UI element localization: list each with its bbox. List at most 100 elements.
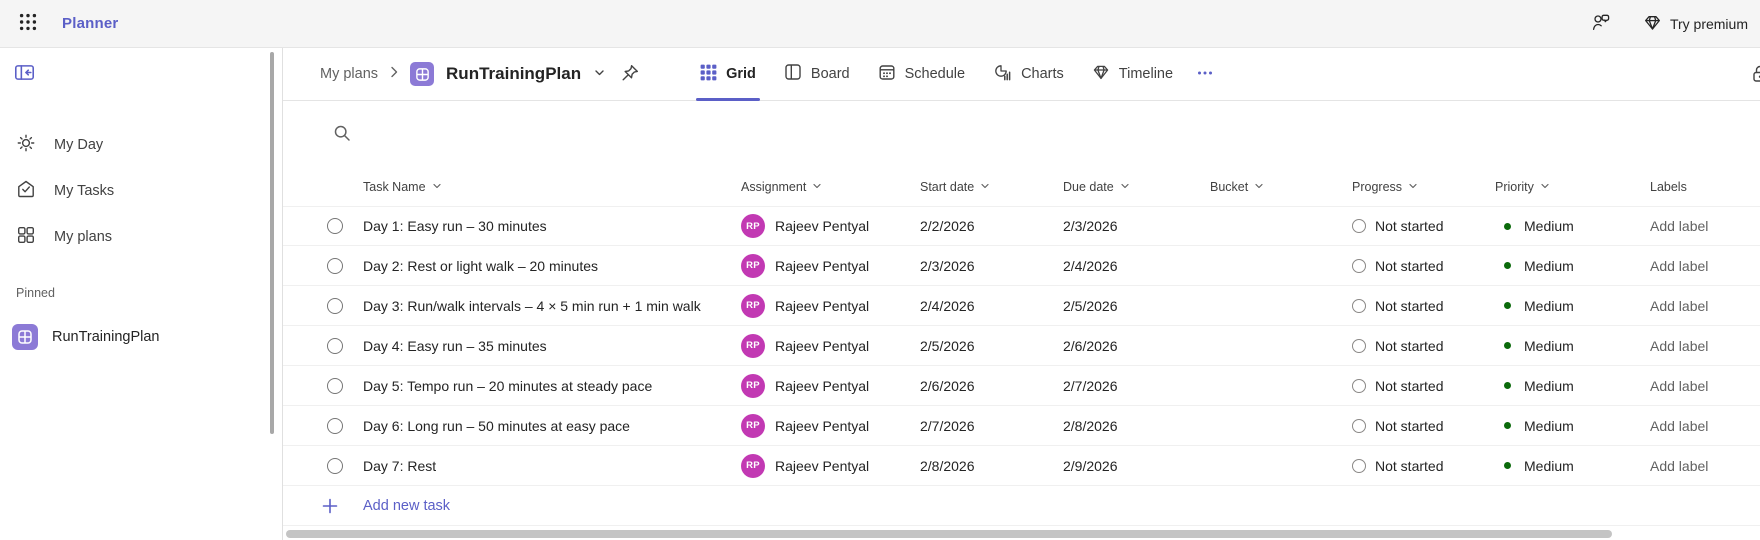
plan-content: My plans RunTrainingPlan: [283, 48, 1760, 540]
due-date-cell[interactable]: 2/5/2026: [1063, 297, 1118, 314]
task-name[interactable]: Day 2: Rest or light walk – 20 minutes: [363, 257, 598, 274]
tab-board[interactable]: Board: [770, 48, 864, 101]
priority-cell[interactable]: Medium: [1495, 258, 1650, 274]
progress-cell[interactable]: Not started: [1352, 218, 1495, 234]
horizontal-scrollbar-thumb[interactable]: [286, 530, 1612, 538]
priority-cell[interactable]: Medium: [1495, 338, 1650, 354]
task-name[interactable]: Day 5: Tempo run – 20 minutes at steady …: [363, 377, 653, 394]
table-row: Day 1: Easy run – 30 minutes RP Rajeev P…: [283, 206, 1760, 246]
tab-charts[interactable]: Charts: [979, 48, 1078, 101]
task-name[interactable]: Day 3: Run/walk intervals – 4 × 5 min ru…: [363, 297, 701, 314]
start-date-cell[interactable]: 2/2/2026: [920, 218, 975, 234]
assignment-cell[interactable]: RP Rajeev Pentyal: [741, 333, 920, 358]
labels-cell[interactable]: Add label: [1650, 218, 1760, 234]
task-complete-radio[interactable]: [327, 457, 343, 474]
add-new-task-button[interactable]: Add new task: [283, 486, 1760, 526]
progress-cell[interactable]: Not started: [1352, 458, 1495, 474]
priority-dot-icon: [1504, 462, 1511, 469]
sidebar-pinned-plan[interactable]: RunTrainingPlan: [0, 316, 282, 358]
sidebar-scrollbar[interactable]: [270, 52, 274, 434]
column-header-assignment[interactable]: Assignment: [741, 180, 920, 194]
progress-cell[interactable]: Not started: [1352, 378, 1495, 394]
task-name[interactable]: Day 7: Rest: [363, 457, 437, 474]
priority-cell[interactable]: Medium: [1495, 218, 1650, 234]
assignment-cell[interactable]: RP Rajeev Pentyal: [741, 253, 920, 278]
task-complete-radio[interactable]: [327, 257, 343, 274]
progress-cell[interactable]: Not started: [1352, 338, 1495, 354]
grid-squares-icon: [16, 225, 36, 250]
assignment-cell[interactable]: RP Rajeev Pentyal: [741, 453, 920, 478]
pin-plan-button[interactable]: [618, 61, 642, 88]
due-date-cell[interactable]: 2/8/2026: [1063, 417, 1118, 434]
start-date-cell[interactable]: 2/5/2026: [920, 337, 975, 354]
priority-label: Medium: [1524, 297, 1574, 314]
column-header-bucket[interactable]: Bucket: [1210, 180, 1352, 194]
tab-grid[interactable]: Grid: [686, 48, 770, 101]
assignment-cell[interactable]: RP Rajeev Pentyal: [741, 413, 920, 438]
priority-cell[interactable]: Medium: [1495, 458, 1650, 474]
task-complete-radio[interactable]: [327, 377, 343, 394]
task-name[interactable]: Day 4: Easy run – 35 minutes: [363, 337, 547, 354]
assignment-cell[interactable]: RP Rajeev Pentyal: [741, 214, 920, 238]
labels-cell[interactable]: Add label: [1650, 418, 1760, 434]
labels-cell[interactable]: Add label: [1650, 458, 1760, 474]
sidebar-item-my-tasks[interactable]: My Tasks: [0, 168, 282, 214]
start-date-cell[interactable]: 2/4/2026: [920, 297, 975, 314]
start-date-cell[interactable]: 2/8/2026: [920, 457, 975, 474]
task-complete-radio[interactable]: [327, 417, 343, 434]
task-name[interactable]: Day 1: Easy run – 30 minutes: [363, 218, 547, 234]
progress-ring-icon: [1352, 418, 1366, 433]
sidebar-item-my-plans[interactable]: My plans: [0, 214, 282, 260]
due-date-cell[interactable]: 2/9/2026: [1063, 457, 1118, 474]
start-date-cell[interactable]: 2/3/2026: [920, 257, 975, 274]
assignment-cell[interactable]: RP Rajeev Pentyal: [741, 373, 920, 398]
assignee-name: Rajeev Pentyal: [775, 457, 870, 474]
start-date-cell[interactable]: 2/7/2026: [920, 417, 975, 434]
table-row: Day 2: Rest or light walk – 20 minutes R…: [283, 246, 1760, 286]
app-launcher-button[interactable]: [14, 8, 42, 39]
due-date-cell[interactable]: 2/3/2026: [1063, 218, 1118, 234]
feedback-button[interactable]: [1587, 8, 1615, 39]
column-header-due-date[interactable]: Due date: [1063, 180, 1210, 194]
tab-timeline[interactable]: Timeline: [1078, 48, 1187, 101]
task-complete-radio[interactable]: [327, 218, 343, 234]
column-header-labels[interactable]: Labels: [1650, 179, 1687, 194]
try-premium-button[interactable]: Try premium: [1643, 13, 1748, 35]
tab-schedule[interactable]: Schedule: [864, 48, 979, 101]
sidebar-item-my-day[interactable]: My Day: [0, 122, 282, 168]
task-complete-radio[interactable]: [327, 337, 343, 354]
column-header-task-name[interactable]: Task Name: [363, 180, 741, 194]
labels-cell[interactable]: Add label: [1650, 338, 1760, 354]
labels-cell[interactable]: Add label: [1650, 258, 1760, 274]
person-feedback-icon: [1591, 12, 1611, 35]
plan-menu-chevron-button[interactable]: [591, 64, 608, 84]
task-complete-radio[interactable]: [327, 297, 343, 314]
labels-cell[interactable]: Add label: [1650, 378, 1760, 394]
plus-icon: [321, 497, 339, 515]
due-date-cell[interactable]: 2/7/2026: [1063, 377, 1118, 394]
column-header-start-date[interactable]: Start date: [920, 180, 1063, 194]
search-button[interactable]: [328, 119, 356, 150]
assignment-cell[interactable]: RP Rajeev Pentyal: [741, 293, 920, 318]
labels-cell[interactable]: Add label: [1650, 298, 1760, 314]
more-views-button[interactable]: [1187, 48, 1223, 101]
start-date-cell[interactable]: 2/6/2026: [920, 377, 975, 394]
task-name[interactable]: Day 6: Long run – 50 minutes at easy pac…: [363, 417, 630, 434]
collapse-sidebar-button[interactable]: [10, 58, 39, 90]
priority-label: Medium: [1524, 377, 1574, 394]
priority-cell[interactable]: Medium: [1495, 418, 1650, 434]
progress-cell[interactable]: Not started: [1352, 258, 1495, 274]
column-header-progress[interactable]: Progress: [1352, 180, 1495, 194]
plan-header: My plans RunTrainingPlan: [283, 48, 1760, 101]
progress-label: Not started: [1375, 337, 1444, 354]
priority-cell[interactable]: Medium: [1495, 378, 1650, 394]
column-header-priority[interactable]: Priority: [1495, 180, 1650, 194]
priority-cell[interactable]: Medium: [1495, 298, 1650, 314]
progress-cell[interactable]: Not started: [1352, 418, 1495, 434]
due-date-cell[interactable]: 2/4/2026: [1063, 257, 1118, 274]
progress-cell[interactable]: Not started: [1352, 298, 1495, 314]
progress-ring-icon: [1352, 458, 1366, 473]
breadcrumb-my-plans-link[interactable]: My plans: [320, 66, 379, 82]
assignee-avatar: RP: [741, 293, 765, 318]
due-date-cell[interactable]: 2/6/2026: [1063, 337, 1118, 354]
